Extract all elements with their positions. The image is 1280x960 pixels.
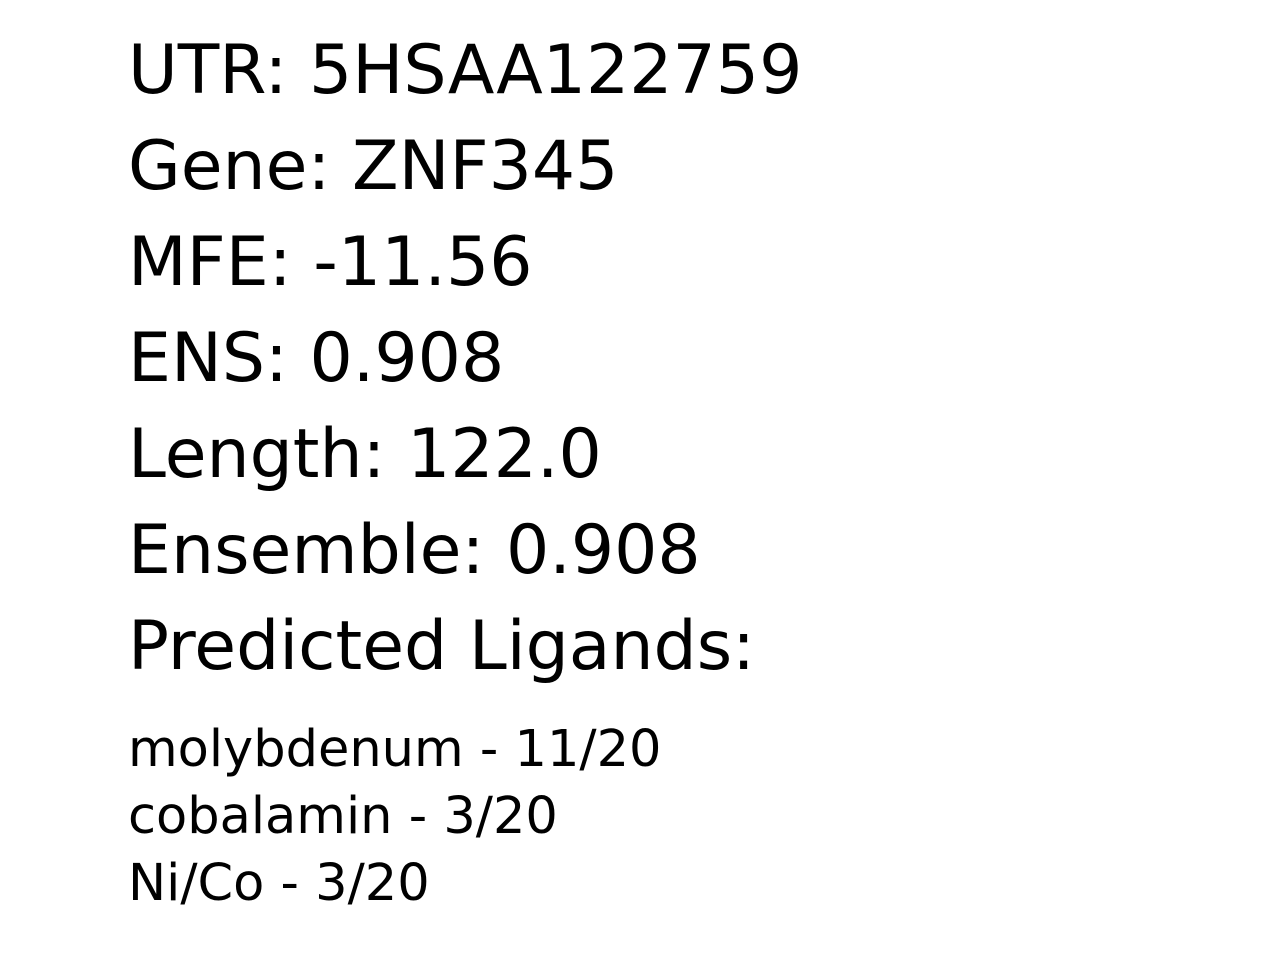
ligand-separator: - [280, 854, 299, 913]
mfe-value: -11.56 [313, 223, 533, 302]
length-label: Length: [128, 415, 386, 494]
gene-value: ZNF345 [352, 127, 619, 206]
ligand-name: molybdenum [128, 720, 464, 779]
ligand-separator: - [479, 720, 499, 779]
ligand-item: molybdenum - 11/20 [128, 724, 662, 775]
gene-label: Gene: [128, 127, 331, 206]
predicted-ligands-heading: Predicted Ligands: [128, 607, 756, 686]
ligand-name: cobalamin [128, 787, 393, 846]
ens-value: 0.908 [309, 319, 505, 398]
ligand-separator: - [408, 787, 428, 846]
ligand-item: cobalamin - 3/20 [128, 791, 558, 842]
ligand-item: Ni/Co - 3/20 [128, 858, 430, 909]
length-value: 122.0 [407, 415, 602, 494]
gene-line: Gene: ZNF345 [128, 133, 618, 201]
utr-label: UTR: [128, 31, 288, 110]
utr-line: UTR: 5HSAA122759 [128, 37, 802, 105]
mfe-line: MFE: -11.56 [128, 229, 533, 297]
ens-line: ENS: 0.908 [128, 325, 504, 393]
ligand-score: 11/20 [514, 720, 662, 779]
ens-label: ENS: [128, 319, 288, 398]
utr-value: 5HSAA122759 [309, 31, 803, 110]
ensemble-label: Ensemble: [128, 511, 485, 590]
ligand-score: 3/20 [443, 787, 558, 846]
ligand-score: 3/20 [315, 854, 430, 913]
ensemble-value: 0.908 [506, 511, 701, 590]
ensemble-line: Ensemble: 0.908 [128, 517, 701, 585]
mfe-label: MFE: [128, 223, 292, 302]
length-line: Length: 122.0 [128, 421, 602, 489]
ligand-name: Ni/Co [128, 854, 265, 913]
